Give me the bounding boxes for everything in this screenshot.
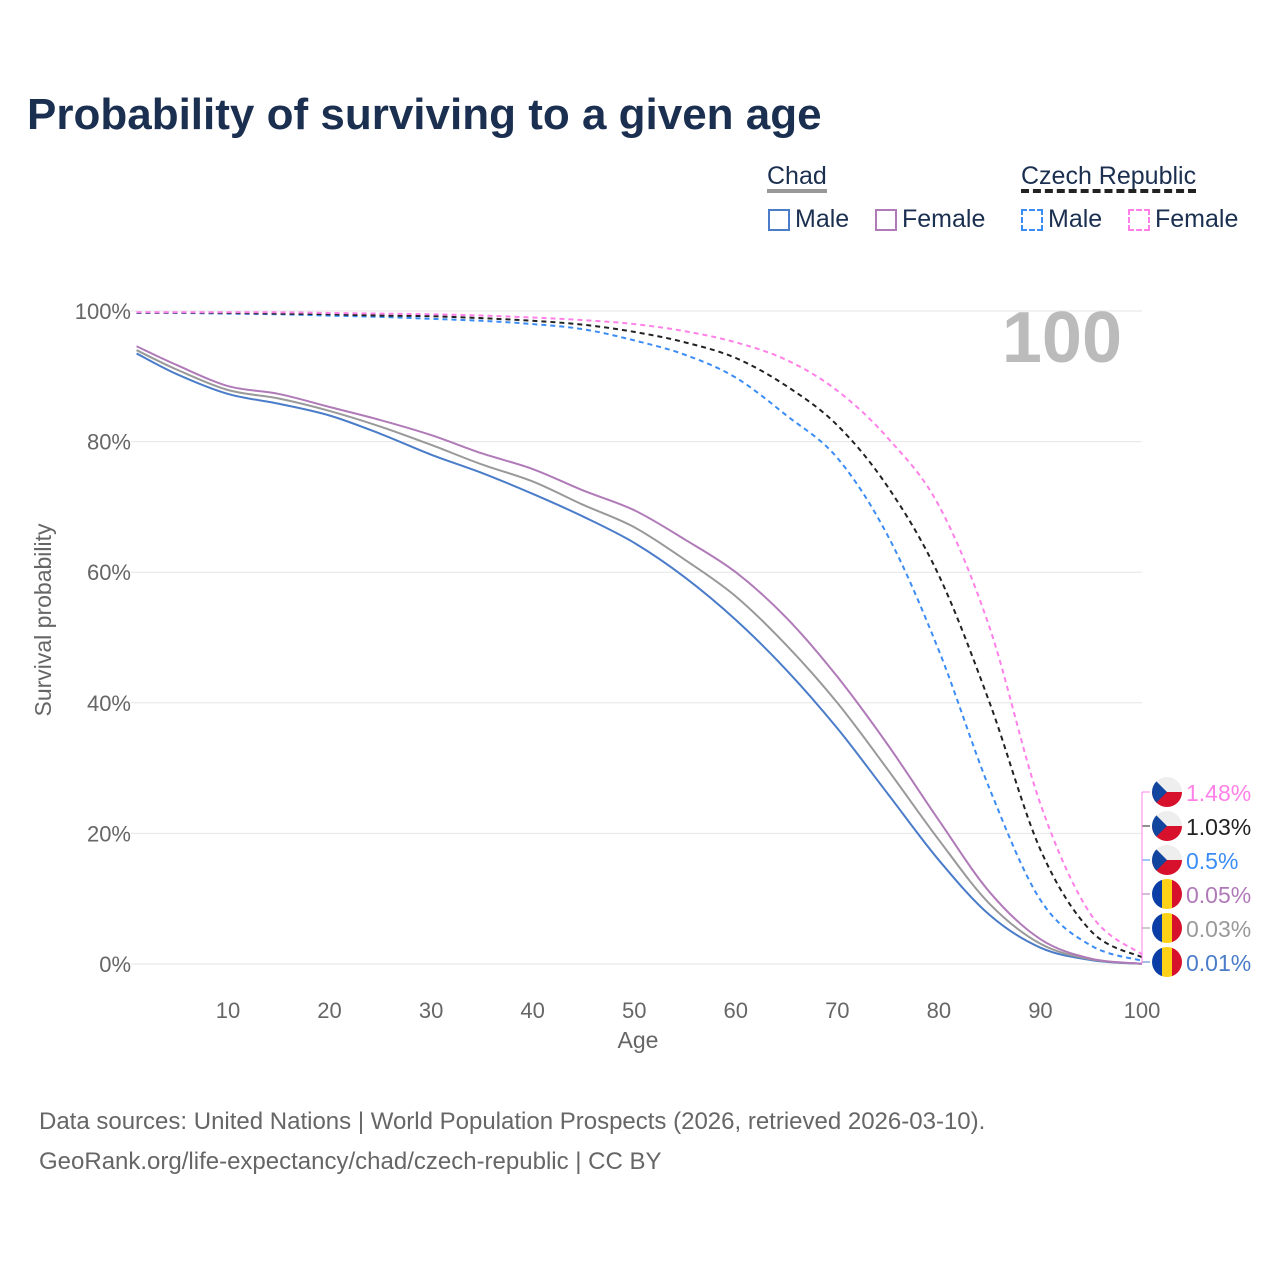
y-tick-label: 40% xyxy=(87,691,131,716)
legend-label: Female xyxy=(902,205,986,233)
series-line-czech-male[interactable] xyxy=(136,311,1143,962)
plot-area: 0%20%40%60%80%100%10 20 30 40 50 60 70 80 90 100 … xyxy=(30,298,1251,1053)
x-tick-label: 10 xyxy=(216,998,240,1023)
legend-swatch xyxy=(875,208,897,231)
series-line-chad-both[interactable] xyxy=(136,349,1143,965)
end-value-label: 1.48% xyxy=(1186,780,1251,806)
y-tick-label: 20% xyxy=(87,821,131,846)
legend-czech-male[interactable]: Male xyxy=(1021,205,1102,234)
chad-flag-icon xyxy=(1152,879,1182,909)
chad-flag-icon xyxy=(1152,913,1182,943)
x-tick-label: 100 xyxy=(1124,998,1161,1023)
series-line-czech-female[interactable] xyxy=(136,311,1143,956)
end-value-label: 0.05% xyxy=(1186,882,1251,908)
y-tick-label: 0% xyxy=(99,952,131,977)
source-line-1: Data sources: United Nations | World Pop… xyxy=(39,1108,986,1135)
legend-chad-male[interactable]: Male xyxy=(768,205,849,234)
legend-swatch xyxy=(1128,208,1150,231)
legend-label: Female xyxy=(1155,205,1239,233)
x-tick-label: 40 xyxy=(520,998,544,1023)
legend-chad-female[interactable]: Female xyxy=(875,205,985,234)
legend-swatch xyxy=(768,208,790,231)
x-tick-label: 70 xyxy=(825,998,849,1023)
legend-czech-female[interactable]: Female xyxy=(1128,205,1238,234)
y-axis-label: Survival probability xyxy=(30,523,56,717)
chad-flag-icon xyxy=(1152,947,1182,977)
legend-czech-header[interactable]: Czech Republic xyxy=(1021,163,1197,193)
legend-chad-header[interactable]: Chad xyxy=(767,163,827,193)
x-tick-label: 50 xyxy=(622,998,646,1023)
x-tick-label: 80 xyxy=(927,998,951,1023)
x-axis-label: Age xyxy=(618,1027,659,1053)
x-tick-label: 90 xyxy=(1028,998,1052,1023)
czech-flag-icon xyxy=(1152,811,1182,841)
age-indicator: 100 xyxy=(1002,298,1122,378)
source-line-2: GeoRank.org/life-expectancy/chad/czech-r… xyxy=(39,1148,662,1175)
end-value-label: 0.5% xyxy=(1186,848,1238,874)
x-tick-label: 30 xyxy=(419,998,443,1023)
end-value-label: 0.03% xyxy=(1186,916,1251,942)
y-tick-label: 100% xyxy=(75,299,131,324)
y-tick-label: 60% xyxy=(87,560,131,585)
series-line-chad-male[interactable] xyxy=(136,352,1143,965)
series-line-chad-female[interactable] xyxy=(136,345,1143,965)
y-tick-label: 80% xyxy=(87,430,131,455)
end-value-label: 1.03% xyxy=(1186,814,1251,840)
czech-flag-icon xyxy=(1152,777,1182,807)
series-line-czech-both[interactable] xyxy=(136,311,1143,959)
legend-swatch xyxy=(1021,208,1043,231)
legend-label: Male xyxy=(1048,205,1103,233)
x-tick-label: 60 xyxy=(724,998,748,1023)
czech-flag-icon xyxy=(1152,845,1182,875)
x-tick-label: 20 xyxy=(317,998,341,1023)
end-value-label: 0.01% xyxy=(1186,950,1251,976)
legend-label: Male xyxy=(795,205,850,233)
chart-title: Probability of surviving to a given age xyxy=(27,90,822,139)
